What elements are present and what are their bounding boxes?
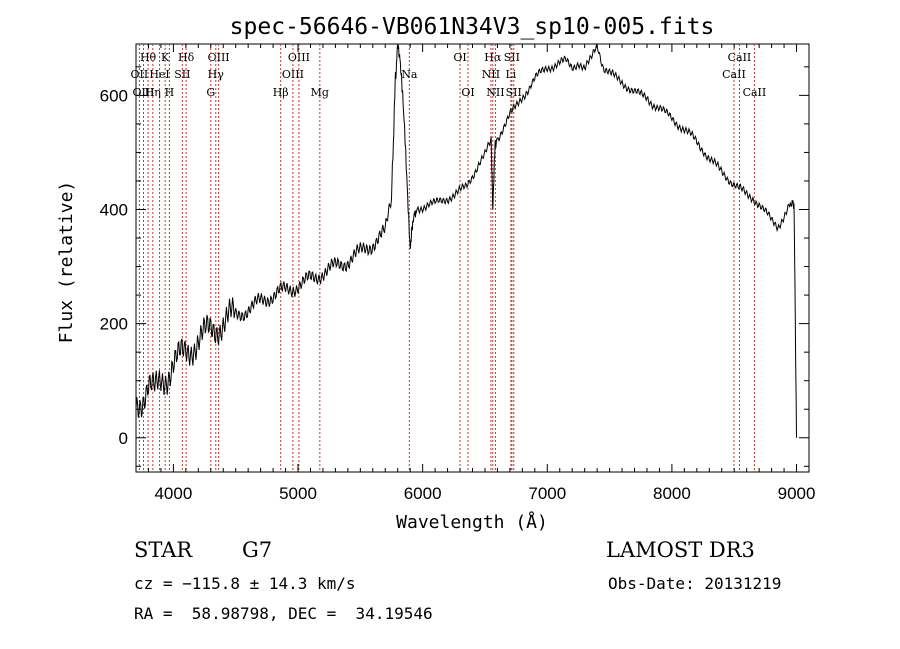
spectral-line-label: K — [161, 51, 170, 64]
y-axis-label: Flux (relative) — [56, 181, 77, 344]
observation-date: Obs-Date: 20131219 — [608, 574, 782, 593]
spectral-line-label: Hθ — [140, 51, 157, 64]
spectral-line-label: Na — [401, 68, 418, 81]
spectral-line-label: NII — [486, 86, 504, 99]
coordinates: RA = 58.98798, DEC = 34.19546 — [134, 604, 433, 623]
spectral-line-label: Hα — [484, 51, 502, 64]
spectrum-series-line — [135, 44, 797, 438]
x-tick-label: 5000 — [279, 484, 317, 503]
spectral-line-label: CaII — [722, 68, 746, 81]
x-tick-label: 8000 — [653, 484, 691, 503]
spectral-line-label: SII — [174, 68, 190, 81]
x-tick-label: 7000 — [528, 484, 566, 503]
spectral-line-label: Li — [505, 68, 516, 81]
spectral-line-label: Hδ — [178, 51, 195, 64]
spectral-line-label: CaII — [728, 51, 752, 64]
spectral-line-label: H — [165, 86, 175, 99]
spectral-line-label: SII — [504, 51, 520, 64]
x-tick-label: 4000 — [154, 484, 192, 503]
spectral-line-label: Hη — [145, 86, 161, 99]
spectral-line-label: G — [206, 86, 215, 99]
x-tick-label: 9000 — [778, 484, 816, 503]
y-tick-label: 600 — [100, 86, 128, 105]
y-tick-label: 200 — [100, 315, 128, 334]
survey-name: LAMOST DR3 — [606, 538, 755, 562]
spectral-line-label: SII — [506, 86, 522, 99]
chart-title: spec-56646-VB061N34V3_sp10-005.fits — [230, 14, 715, 40]
plot-frame — [135, 43, 810, 473]
x-tick-label: 6000 — [404, 484, 442, 503]
spectral-line-label: OIII — [282, 68, 304, 81]
spectral-line-label: OIII — [208, 51, 230, 64]
spectral-line-label: NII — [482, 68, 500, 81]
spectral-line-label: CaII — [743, 86, 767, 99]
redshift-value: cz = −115.8 ± 14.3 km/s — [134, 574, 356, 593]
spectral-line-label: OIII — [288, 51, 310, 64]
object-class: STAR — [134, 538, 193, 562]
spectral-line-label: OI — [453, 51, 466, 64]
axis-ticks: 4000 5000 6000 7000 8000 9000 0 200 400 600 — [100, 44, 816, 503]
object-subclass: G7 — [242, 538, 273, 562]
spectral-line-label: Mg — [311, 86, 329, 99]
spectral-line-label: OI — [461, 86, 474, 99]
spectral-line-label: Hγ — [208, 68, 225, 81]
spectral-line-label: OII — [131, 68, 149, 81]
y-tick-label: 0 — [119, 429, 128, 448]
x-axis-label: Wavelength (Å) — [396, 511, 548, 533]
spectral-line-label: Hβ — [273, 86, 289, 99]
y-tick-label: 400 — [100, 200, 128, 219]
